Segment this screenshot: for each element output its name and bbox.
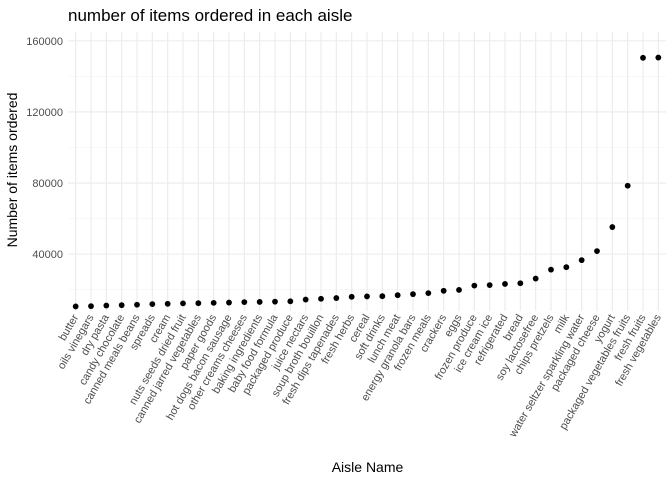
- chart-title: number of items ordered in each aisle: [68, 6, 352, 25]
- data-point: [548, 266, 554, 273]
- data-point: [195, 300, 202, 307]
- data-point: [72, 303, 79, 310]
- data-point: [210, 299, 217, 306]
- data-point: [456, 286, 462, 293]
- data-point: [563, 264, 570, 271]
- data-point: [624, 182, 631, 189]
- data-point: [502, 281, 508, 287]
- y-tick-label: 160000: [26, 36, 63, 48]
- data-point: [88, 303, 94, 310]
- data-point: [149, 301, 156, 308]
- data-point: [594, 248, 600, 255]
- data-point: [348, 293, 355, 300]
- data-point: [226, 299, 232, 306]
- y-tick-label: 120000: [26, 107, 63, 119]
- data-point: [440, 287, 447, 294]
- data-point: [333, 295, 340, 301]
- data-point: [578, 257, 585, 264]
- data-point: [394, 292, 401, 299]
- y-tick-label: 80000: [32, 178, 63, 190]
- data-point: [486, 282, 493, 289]
- grid: [68, 32, 666, 311]
- data-point: [364, 293, 370, 300]
- y-axis-ticks: 40000 80000 120000 160000: [26, 36, 63, 261]
- data-point: [180, 300, 186, 307]
- data-point: [640, 54, 646, 61]
- y-axis-title: Number of items ordered: [4, 93, 20, 248]
- data-point: [256, 299, 263, 305]
- data-point: [318, 295, 324, 302]
- data-point: [655, 54, 662, 61]
- data-point: [410, 291, 416, 298]
- data-point: [134, 301, 140, 308]
- data-point: [287, 298, 294, 305]
- y-tick-label: 40000: [32, 249, 63, 261]
- data-point: [241, 299, 248, 305]
- data-point: [425, 290, 432, 297]
- data-point: [103, 302, 110, 309]
- data-points: [72, 54, 662, 310]
- x-axis-title: Aisle Name: [332, 459, 404, 475]
- data-point: [471, 282, 478, 289]
- data-point: [532, 275, 539, 282]
- data-point: [379, 293, 386, 300]
- data-point: [272, 298, 278, 305]
- data-point: [302, 296, 309, 303]
- data-point: [164, 300, 171, 307]
- data-point: [609, 224, 616, 230]
- data-point: [517, 280, 524, 287]
- data-point: [118, 302, 125, 309]
